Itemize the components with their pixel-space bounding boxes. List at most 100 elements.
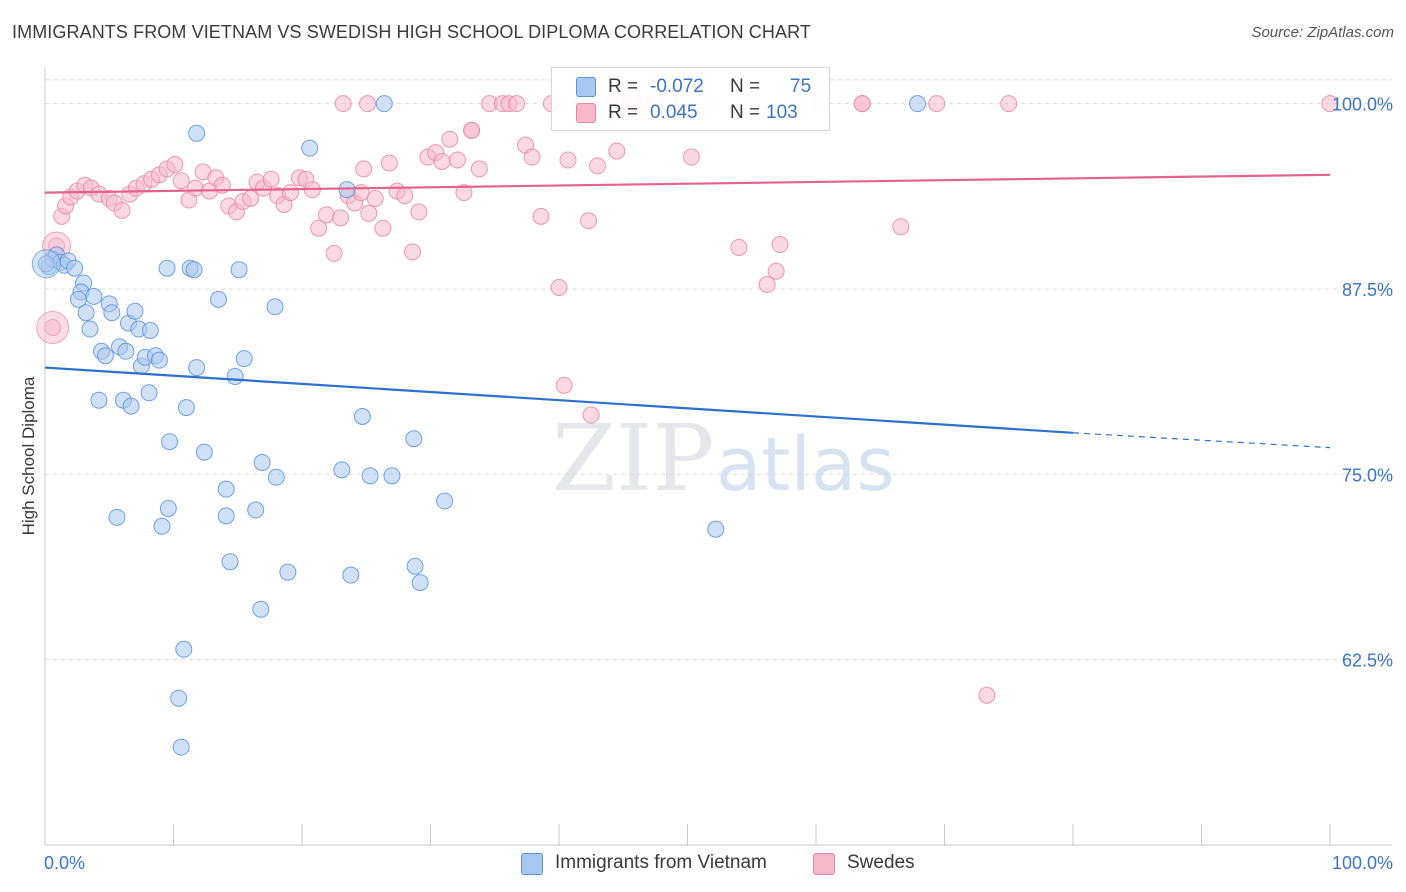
data-point: [353, 408, 371, 426]
data-point: [771, 236, 789, 254]
data-point: [188, 359, 206, 377]
data-point: [380, 154, 398, 172]
data-point: [175, 640, 193, 658]
data-point: [253, 453, 271, 471]
data-point: [170, 689, 188, 707]
data-point-large: [36, 311, 70, 345]
data-point: [252, 600, 270, 618]
data-point: [226, 367, 244, 385]
data-point: [332, 209, 350, 227]
data-point: [177, 399, 195, 417]
data-point: [317, 206, 335, 224]
data-point: [334, 95, 352, 113]
pink-swatch: [576, 103, 596, 123]
data-point: [374, 219, 392, 237]
trend-line-immigrants-from-vietnam: [44, 366, 1074, 434]
data-point: [247, 501, 265, 519]
data-point: [150, 351, 168, 369]
data-point: [103, 304, 121, 322]
data-point: [281, 184, 299, 202]
data-point: [360, 204, 378, 222]
data-point: [66, 259, 84, 277]
watermark-zip: ZIP: [552, 405, 714, 512]
data-point: [266, 298, 284, 316]
data-point: [352, 184, 370, 202]
data-point: [117, 342, 135, 360]
trend-line-swedes: [44, 173, 1331, 194]
source-credit: Source: ZipAtlas.com: [1251, 24, 1394, 41]
data-point: [730, 238, 748, 256]
legend-label: Swedes: [847, 852, 915, 873]
data-point: [96, 347, 114, 365]
data-point: [217, 507, 235, 525]
data-point: [122, 397, 140, 415]
n-label: N =: [730, 102, 761, 123]
legend-pink-swatch: [813, 853, 835, 875]
data-point: [1000, 95, 1018, 113]
data-point: [185, 261, 203, 279]
data-point: [396, 187, 414, 205]
data-point: [186, 179, 204, 197]
data-point: [159, 499, 177, 517]
data-point: [758, 276, 776, 294]
data-point: [279, 563, 297, 581]
data-point: [608, 142, 626, 160]
data-point: [406, 557, 424, 575]
data-point: [928, 95, 946, 113]
r-label: R =: [608, 102, 639, 123]
data-point: [405, 430, 423, 448]
data-point: [221, 553, 239, 571]
watermark: ZIP atlas: [552, 405, 895, 512]
data-point: [448, 151, 466, 169]
trend-line-extrapolation: [1072, 432, 1331, 449]
data-point: [359, 95, 377, 113]
data-point: [532, 207, 550, 225]
data-point: [140, 384, 158, 402]
n-value: 75: [790, 76, 812, 97]
x-tick-label-max: 100.0%: [1332, 853, 1393, 873]
data-point: [77, 304, 95, 322]
data-point: [126, 302, 144, 320]
legend-blue-swatch: [521, 853, 543, 875]
data-point: [909, 95, 927, 113]
y-tick-label: 100.0%: [1332, 95, 1393, 115]
data-point: [580, 212, 598, 230]
data-point: [463, 121, 481, 139]
data-point: [555, 376, 573, 394]
data-point: [301, 139, 319, 157]
data-point: [188, 124, 206, 142]
data-point: [410, 203, 428, 221]
data-point: [404, 243, 422, 261]
data-point: [141, 322, 159, 340]
data-point: [707, 520, 725, 538]
y-tick-label: 75.0%: [1342, 465, 1393, 485]
r-value: -0.072: [650, 76, 704, 97]
y-axis-label: High School Diploma: [19, 376, 38, 535]
data-point: [217, 480, 235, 498]
data-point: [195, 443, 213, 461]
data-point: [411, 574, 429, 592]
data-point: [550, 279, 568, 297]
data-point: [209, 290, 227, 308]
data-point: [166, 155, 184, 173]
data-point: [441, 130, 459, 148]
data-point: [978, 686, 996, 704]
data-point: [267, 468, 285, 486]
blue-swatch: [576, 77, 596, 97]
series-swedes: [36, 95, 1339, 704]
y-tick-label: 62.5%: [1342, 651, 1393, 671]
data-point: [355, 160, 373, 178]
data-point: [333, 461, 351, 479]
data-point: [242, 190, 260, 208]
data-point: [589, 157, 607, 175]
y-tick-label: 87.5%: [1342, 280, 1393, 300]
data-point: [113, 201, 131, 219]
data-point: [559, 151, 577, 169]
data-point: [325, 244, 343, 262]
data-point: [342, 566, 360, 584]
series-immigrants-from-vietnam: [31, 95, 927, 756]
data-point: [436, 492, 454, 510]
data-point: [1321, 95, 1339, 113]
data-point: [153, 517, 171, 535]
